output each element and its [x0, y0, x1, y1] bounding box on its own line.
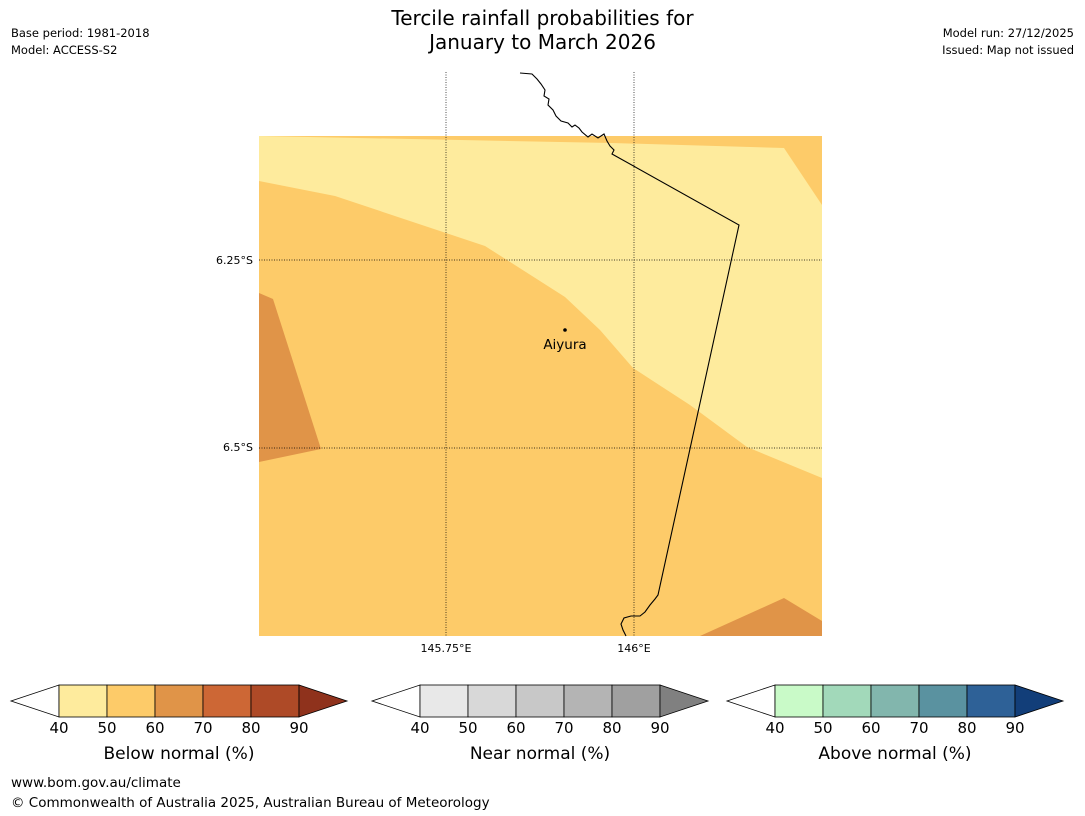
lon-label-146: 146°E: [617, 642, 651, 655]
colorbar-extend-low: [725, 684, 776, 718]
colorbar-segment: [774, 684, 824, 718]
colorbar-tick-label: 40: [49, 719, 69, 737]
colorbar-extend-low: [9, 684, 60, 718]
colorbar-tick-label: 90: [289, 719, 309, 737]
region-orange-west: [259, 293, 321, 462]
footer-url: www.bom.gov.au/climate: [11, 775, 181, 791]
colorbar-near-normal: [370, 684, 710, 718]
lon-label-145-75: 145.75°E: [420, 642, 472, 655]
colorbar-above-normal: [725, 684, 1065, 718]
colorbar-segment: [106, 684, 156, 718]
base-period: Base period: 1981-2018: [11, 26, 150, 40]
colorbar-segment: [918, 684, 968, 718]
model-name: Model: ACCESS-S2: [11, 43, 118, 57]
colorbar-tick-label: 50: [458, 719, 478, 737]
lat-label-6-25: 6.25°S: [216, 254, 253, 267]
border-line: [519, 72, 740, 637]
aiyura-marker: [563, 328, 567, 332]
title-line-2: January to March 2026: [429, 30, 656, 54]
colorbar-title-near: Near normal (%): [469, 744, 611, 764]
colorbar-segment: [202, 684, 252, 718]
meta-right: Model run: 27/12/2025 Issued: Map not is…: [942, 25, 1074, 59]
lat-label-6-5: 6.5°S: [223, 441, 253, 454]
colorbar-extend-high: [298, 684, 349, 718]
footer-copyright: © Commonwealth of Australia 2025, Austra…: [11, 795, 490, 811]
colorbar-tick-label: 90: [650, 719, 670, 737]
colorbar-extend-high: [659, 684, 710, 718]
colorbar-tick-label: 40: [410, 719, 430, 737]
issued-status: Issued: Map not issued: [942, 43, 1074, 57]
region-light-yellow: [259, 136, 822, 478]
place-label-aiyura: Aiyura: [543, 337, 587, 353]
colorbar-below-normal: [9, 684, 349, 718]
colorbar-title-above: Above normal (%): [818, 744, 972, 764]
colorbar-extend-high: [1014, 684, 1065, 718]
model-run: Model run: 27/12/2025: [942, 26, 1074, 40]
colorbar-tick-label: 70: [554, 719, 574, 737]
region-orange-southeast: [700, 598, 822, 636]
colorbar-segment: [58, 684, 108, 718]
colorbar-segment: [467, 684, 517, 718]
colorbar-segment: [563, 684, 613, 718]
colorbar-segment: [966, 684, 1016, 718]
colorbar-tick-label: 80: [602, 719, 622, 737]
colorbar-segment: [250, 684, 300, 718]
colorbar-title-below: Below normal (%): [103, 744, 255, 764]
colorbar-tick-label: 60: [506, 719, 526, 737]
map-title: Tercile rainfall probabilities for Janua…: [0, 6, 1085, 54]
colorbar-extend-low: [370, 684, 421, 718]
colorbar-tick-label: 50: [97, 719, 117, 737]
colorbar-tick-label: 80: [241, 719, 261, 737]
colorbar-segment: [515, 684, 565, 718]
colorbar-segment: [611, 684, 661, 718]
colorbar-tick-label: 50: [813, 719, 833, 737]
colorbar-tick-label: 60: [145, 719, 165, 737]
colorbar-segment: [419, 684, 469, 718]
colorbar-segment: [154, 684, 204, 718]
title-line-1: Tercile rainfall probabilities for: [391, 6, 694, 30]
colorbar-tick-label: 40: [765, 719, 785, 737]
colorbar-tick-label: 80: [957, 719, 977, 737]
colorbar-tick-label: 90: [1005, 719, 1025, 737]
colorbar-segment: [870, 684, 920, 718]
colorbar-tick-label: 60: [861, 719, 881, 737]
colorbar-tick-label: 70: [193, 719, 213, 737]
meta-left: Base period: 1981-2018 Model: ACCESS-S2: [11, 25, 150, 59]
colorbar-segment: [822, 684, 872, 718]
colorbar-tick-label: 70: [909, 719, 929, 737]
